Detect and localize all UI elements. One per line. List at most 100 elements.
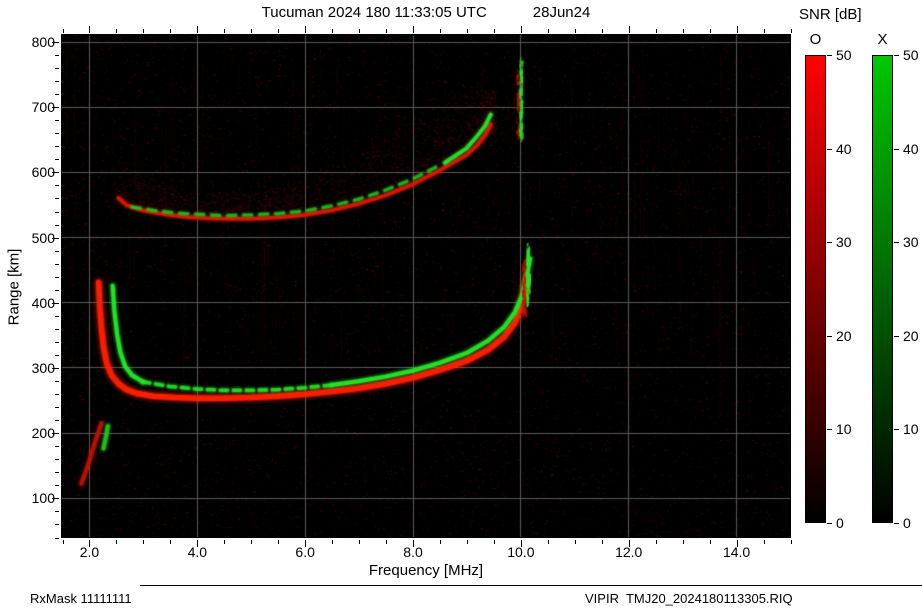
x-tick [359,29,361,33]
y-tick [55,511,59,513]
x-tick [763,540,765,544]
ionogram-canvas [62,35,790,537]
y-tick [52,433,59,435]
y-tick [55,459,59,461]
y-tick [55,224,59,226]
x-axis-label: Frequency [MHz] [368,562,484,579]
y-tick-label: 300 [31,359,55,376]
colorbar-tick [894,335,899,337]
x-tick [439,540,441,544]
x-tick [170,29,172,33]
x-tick [197,540,199,547]
y-tick [55,198,59,200]
x-tick [547,540,549,544]
x-tick [628,26,630,33]
x-tick [305,540,307,547]
plot-date: 28Jun24 [532,4,591,21]
y-tick-label: 400 [31,294,55,311]
y-tick [55,120,59,122]
y-tick [55,315,59,317]
x-tick [224,540,226,544]
colorbar-tick-label: 50 [903,47,919,63]
y-tick [55,55,59,57]
colorbar-tick-label: 40 [903,140,919,157]
x-tick [305,26,307,33]
y-tick [52,107,59,109]
x-tick [763,29,765,33]
y-tick-label: 100 [31,490,55,507]
colorbar-tick [827,523,832,524]
x-tick [790,29,792,33]
y-tick [52,302,59,304]
x-tick [574,29,576,33]
colorbar-tick [827,55,832,56]
y-tick [55,394,59,396]
colorbar-tick [894,55,899,56]
y-tick-label: 700 [31,99,55,116]
y-tick [55,537,59,539]
x-tick [251,540,253,544]
x-tick [116,29,118,33]
x-tick-label: 12.0 [615,544,643,560]
y-tick [52,498,59,500]
y-tick [55,276,59,278]
x-tick [197,26,199,33]
colorbar-tick-label: 20 [903,327,919,344]
y-tick [52,172,59,174]
colorbar-x [872,55,893,523]
x-tick [170,540,172,544]
y-tick [55,81,59,83]
y-tick [52,42,59,44]
y-tick-label: 200 [31,425,55,442]
y-tick [55,446,59,448]
colorbar-tick [894,148,899,150]
y-tick-label: 500 [31,229,55,246]
colorbar-tick-label: 30 [903,234,919,251]
colorbar-tick [827,429,832,431]
x-tick [62,540,64,544]
x-tick [736,540,738,547]
colorbar-tick [894,429,899,431]
x-tick-label: 4.0 [187,544,208,560]
x-tick [493,29,495,33]
x-tick-label: 2.0 [79,544,100,560]
footer-divider [140,585,922,586]
x-tick [574,540,576,544]
x-tick [709,29,711,33]
x-tick [224,29,226,33]
x-tick [413,26,415,33]
rxmask-label: RxMask 11111111 [30,591,132,606]
x-tick [89,540,91,547]
y-tick-label: 800 [31,34,55,51]
colorbar-tick [894,242,899,244]
y-tick [55,341,59,343]
y-tick [55,407,59,409]
x-tick [439,29,441,33]
x-tick [682,540,684,544]
x-tick [62,29,64,33]
x-tick [332,540,334,544]
x-tick [601,540,603,544]
x-tick-label: 8.0 [403,544,423,560]
colorbar-tick-label: 10 [903,421,919,438]
x-tick [278,540,280,544]
y-tick [55,328,59,330]
x-tick [386,540,388,544]
y-tick [55,211,59,213]
y-tick [55,133,59,135]
x-tick [466,29,468,33]
colorbar-tick [827,242,832,244]
x-tick [628,540,630,547]
y-tick [55,68,59,70]
x-tick [466,540,468,544]
x-tick [89,26,91,33]
y-tick [55,263,59,265]
y-tick [55,94,59,96]
x-tick [682,29,684,33]
y-tick [55,354,59,356]
y-tick [55,485,59,487]
y-tick [55,472,59,474]
colorbar-tick-label: 50 [836,47,852,63]
x-tick [790,540,792,544]
colorbar-tick-label: 30 [836,234,852,251]
